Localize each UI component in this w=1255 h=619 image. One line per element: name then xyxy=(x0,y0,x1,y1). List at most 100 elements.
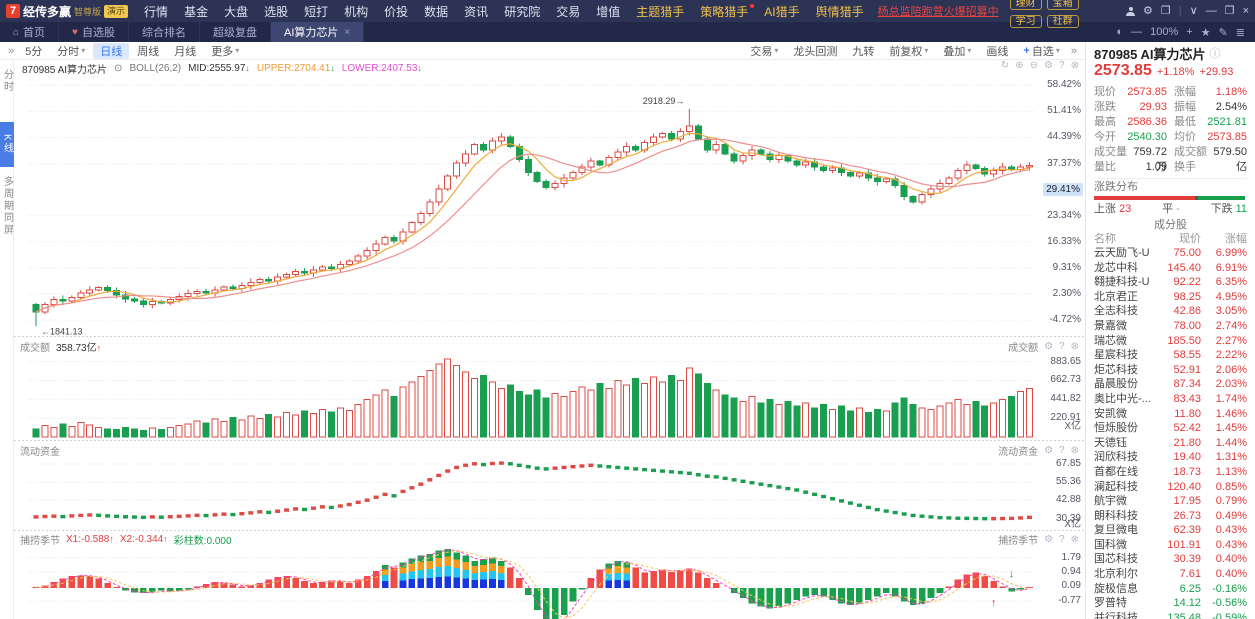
pane-help-icon[interactable]: ? xyxy=(1059,340,1065,352)
menu-item-交易[interactable]: 交易 xyxy=(556,4,581,19)
circle-indicator-icon[interactable]: ◐ xyxy=(1116,26,1124,38)
promo-link[interactable]: 杨总监陪跑营火爆招募中 xyxy=(877,6,999,18)
quick-button-理财[interactable]: 理财 xyxy=(1009,0,1042,10)
tool-前复权[interactable]: 前复权 ▾ xyxy=(882,43,935,59)
component-row[interactable]: 景嘉微 78.00 2.74% xyxy=(1094,319,1247,334)
component-row[interactable]: 星宸科技 58.55 2.22% xyxy=(1094,348,1247,363)
quick-button-学习[interactable]: 学习 xyxy=(1009,15,1042,28)
tab-close-icon[interactable]: × xyxy=(344,26,351,38)
component-row[interactable]: 晶晨股份 87.34 2.03% xyxy=(1094,377,1247,392)
component-row[interactable]: 瑞芯微 185.50 2.27% xyxy=(1094,334,1247,349)
component-row[interactable]: 航宇微 17.95 0.79% xyxy=(1094,494,1247,509)
tab-AI算力芯片[interactable]: AI算力芯片 × xyxy=(270,22,365,42)
pane-settings-icon[interactable]: ⚙ xyxy=(1044,444,1054,456)
pane-close-icon[interactable]: ⊗ xyxy=(1070,533,1079,545)
pane-close-icon[interactable]: ⊗ xyxy=(1070,60,1079,71)
component-row[interactable]: 北京利尔 7.61 0.40% xyxy=(1094,567,1247,582)
col-price[interactable]: 现价 xyxy=(1179,233,1201,245)
pane-settings-icon[interactable]: ⚙ xyxy=(1044,340,1054,352)
chart-mode-K线[interactable]: K线 xyxy=(0,122,14,167)
component-row[interactable]: 翱捷科技-U 92.22 6.35% xyxy=(1094,275,1247,290)
component-row[interactable]: 旋极信息 6.25 -0.16% xyxy=(1094,582,1247,597)
tab-超级复盘[interactable]: 超级复盘 xyxy=(200,22,271,42)
component-row[interactable]: 复旦微电 62.39 0.43% xyxy=(1094,523,1247,538)
component-row[interactable]: 云天励飞-U 75.00 6.99% xyxy=(1094,246,1247,261)
refresh-icon[interactable]: ↻ xyxy=(1000,60,1010,71)
pane-settings-icon[interactable]: ⚙ xyxy=(1044,60,1054,71)
menu-item-资讯[interactable]: 资讯 xyxy=(464,4,489,19)
component-row[interactable]: 全志科技 42.86 3.05% xyxy=(1094,304,1247,319)
study-label[interactable]: BOLL(26,2) xyxy=(129,63,182,74)
menu-item-短打[interactable]: 短打 xyxy=(304,4,329,19)
tool-叠加[interactable]: 叠加 ▾ xyxy=(936,43,978,59)
menu-item-策略猎手[interactable]: 策略猎手 xyxy=(692,3,756,20)
pane-help-icon[interactable]: ? xyxy=(1059,533,1065,545)
component-row[interactable]: 国芯科技 30.39 0.40% xyxy=(1094,552,1247,567)
tab-自选股[interactable]: ♥ 自选股 xyxy=(59,22,129,42)
layout-icon[interactable]: ❐ xyxy=(1160,4,1171,17)
menu-item-主题猎手[interactable]: 主题猎手 xyxy=(636,4,685,19)
study-caret-icon[interactable]: ⊙ xyxy=(114,63,123,74)
pane-help-icon[interactable]: ? xyxy=(1059,444,1065,456)
component-row[interactable]: 龙芯中科 145.40 6.91% xyxy=(1094,261,1247,276)
menu-item-大盘[interactable]: 大盘 xyxy=(224,4,249,19)
menu-item-机构[interactable]: 机构 xyxy=(344,4,369,19)
tool-交易[interactable]: 交易 ▾ xyxy=(743,43,785,59)
chart-canvas[interactable]: 2918.29→ ←1841.13 ↑ ↓ xyxy=(14,60,1085,619)
period-日线[interactable]: 日线 xyxy=(93,42,130,59)
period-分时[interactable]: 分时 ▾ xyxy=(50,43,92,59)
component-row[interactable]: 澜起科技 120.40 0.85% xyxy=(1094,480,1247,495)
menu-item-舆情猎手[interactable]: 舆情猎手 xyxy=(815,4,864,19)
zoom-in-circle-icon[interactable]: ⊕ xyxy=(1015,60,1024,71)
tool-龙头回测[interactable]: 龙头回测 xyxy=(786,43,844,59)
component-row[interactable]: 朗科科技 26.73 0.49% xyxy=(1094,509,1247,524)
tool-自选[interactable]: + 自选 ▾ xyxy=(1016,43,1066,59)
component-row[interactable]: 天德钰 21.80 1.44% xyxy=(1094,436,1247,451)
col-name[interactable]: 名称 xyxy=(1094,233,1116,245)
chevron-down-icon[interactable]: ∨ xyxy=(1189,4,1198,17)
component-row[interactable]: 润欣科技 19.40 1.31% xyxy=(1094,450,1247,465)
component-row[interactable]: 首都在线 18.73 1.13% xyxy=(1094,465,1247,480)
pane-settings-icon[interactable]: ⚙ xyxy=(1044,533,1054,545)
component-row[interactable]: 并行科技 135.48 -0.59% xyxy=(1094,611,1247,619)
tool-画线[interactable]: 画线 xyxy=(979,43,1015,59)
period-更多[interactable]: 更多 ▾ xyxy=(204,43,246,59)
menu-item-AI猎手[interactable]: AI猎手 xyxy=(764,4,800,19)
pane-help-icon[interactable]: ? xyxy=(1059,60,1065,71)
tab-综合排名[interactable]: 综合排名 xyxy=(129,22,200,42)
chart-mode-分时[interactable]: 分时 xyxy=(1,69,13,93)
component-row[interactable]: 安凯微 11.80 1.46% xyxy=(1094,407,1247,422)
chart-mode-多周期同屏[interactable]: 多周期同屏 xyxy=(1,175,13,236)
pane-close-icon[interactable]: ⊗ xyxy=(1070,444,1079,456)
zoom-out-icon[interactable]: — xyxy=(1131,26,1143,38)
expand-chevron-icon[interactable]: » xyxy=(8,44,15,57)
edit-pencil-icon[interactable]: ✎ xyxy=(1218,26,1228,39)
quick-button-宝箱[interactable]: 宝箱 xyxy=(1046,0,1079,10)
menu-item-选股[interactable]: 选股 xyxy=(264,4,289,19)
menu-item-行情[interactable]: 行情 xyxy=(144,4,169,19)
component-row[interactable]: 恒烁股份 52.42 1.45% xyxy=(1094,421,1247,436)
tool-九转[interactable]: 九转 xyxy=(845,43,881,59)
list-icon[interactable]: ≣ xyxy=(1235,26,1245,39)
component-row[interactable]: 奥比中光-... 83.43 1.74% xyxy=(1094,392,1247,407)
pane-close-icon[interactable]: ⊗ xyxy=(1070,340,1079,352)
period-5分[interactable]: 5分 xyxy=(18,43,49,59)
zoom-in-icon[interactable]: + xyxy=(1186,26,1193,38)
menu-item-价投[interactable]: 价投 xyxy=(384,4,409,19)
period-月线[interactable]: 月线 xyxy=(167,43,203,59)
settings-gear-icon[interactable]: ⚙ xyxy=(1143,4,1153,17)
minimize-icon[interactable]: — xyxy=(1205,4,1217,17)
menu-item-增值[interactable]: 增值 xyxy=(596,4,621,19)
restore-icon[interactable]: ❐ xyxy=(1224,4,1235,17)
period-周线[interactable]: 周线 xyxy=(130,43,166,59)
quick-button-社群[interactable]: 社群 xyxy=(1046,15,1079,28)
menu-item-数据[interactable]: 数据 xyxy=(424,4,449,19)
component-row[interactable]: 国科微 101.91 0.43% xyxy=(1094,538,1247,553)
component-row[interactable]: 北京君正 98.25 4.95% xyxy=(1094,290,1247,305)
menu-item-基金[interactable]: 基金 xyxy=(184,4,209,19)
menu-item-研究院[interactable]: 研究院 xyxy=(504,4,541,19)
col-change[interactable]: 涨幅 xyxy=(1225,233,1247,245)
close-icon[interactable]: × xyxy=(1242,4,1249,17)
more-chevron-icon[interactable]: » xyxy=(1070,44,1077,57)
component-row[interactable]: 罗普特 14.12 -0.56% xyxy=(1094,596,1247,611)
